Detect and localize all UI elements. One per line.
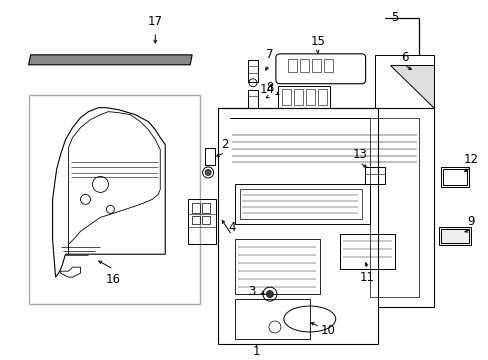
Text: 11: 11 — [359, 271, 374, 284]
Text: 3: 3 — [248, 285, 255, 298]
Bar — [317, 89, 326, 105]
Text: 9: 9 — [467, 215, 474, 228]
Text: 4: 4 — [228, 221, 235, 234]
Bar — [204, 148, 215, 166]
Text: 6: 6 — [400, 51, 407, 64]
Text: 17: 17 — [147, 15, 163, 28]
Bar — [29, 95, 200, 304]
Bar — [202, 203, 210, 213]
Circle shape — [410, 71, 417, 78]
Text: 10: 10 — [320, 324, 334, 337]
Bar — [311, 59, 320, 72]
Bar — [247, 60, 258, 82]
Bar — [188, 199, 216, 244]
Bar — [293, 89, 302, 105]
Bar — [277, 86, 329, 108]
Bar — [323, 59, 332, 72]
Circle shape — [266, 291, 273, 298]
Polygon shape — [389, 65, 433, 108]
Bar — [287, 59, 296, 72]
Bar — [305, 89, 314, 105]
Text: 8: 8 — [265, 81, 273, 94]
Text: 15: 15 — [310, 35, 325, 48]
Polygon shape — [29, 55, 192, 65]
Text: 13: 13 — [351, 148, 366, 161]
Bar — [202, 216, 210, 224]
Text: 7: 7 — [265, 48, 273, 61]
Bar — [299, 59, 308, 72]
Text: 14: 14 — [259, 83, 274, 96]
Text: 2: 2 — [221, 138, 228, 151]
Bar — [441, 167, 468, 188]
Bar — [192, 216, 200, 224]
Text: 16: 16 — [106, 273, 121, 285]
Bar — [247, 90, 258, 108]
Text: 12: 12 — [463, 153, 478, 166]
Text: 5: 5 — [390, 12, 397, 24]
Bar — [281, 89, 290, 105]
Circle shape — [204, 170, 211, 175]
Bar — [439, 227, 470, 245]
Bar — [192, 203, 200, 213]
Text: 1: 1 — [252, 345, 259, 359]
Bar — [339, 234, 394, 269]
